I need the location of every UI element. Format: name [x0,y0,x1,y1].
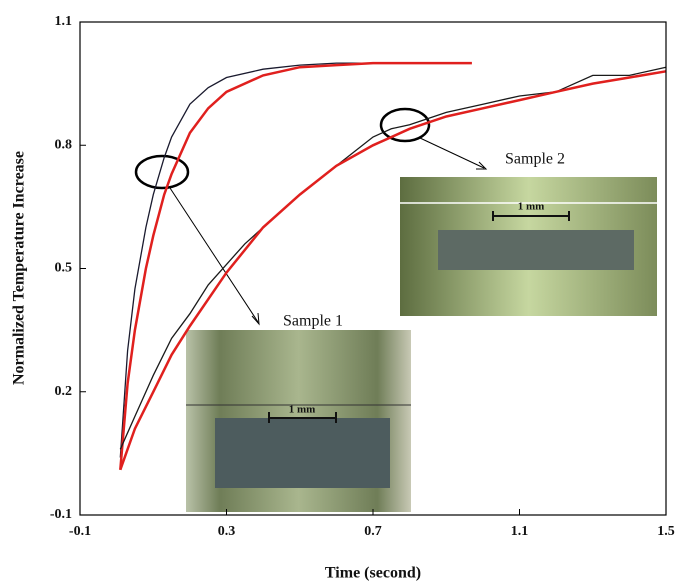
sample-2-photo [400,177,657,316]
annotation: 1 mm [518,201,545,213]
arrow-head [251,312,260,326]
y-tick-label: 0.8 [55,137,73,152]
x-tick-label: 0.7 [364,524,382,539]
y-tick-label: 0.5 [55,261,73,276]
highlight [379,107,431,143]
highlight [134,154,190,190]
annotation: 1 mm [289,404,316,416]
x-tick-label: 1.1 [511,524,529,539]
y-axis-label: Normalized Temperature Increase [11,151,28,385]
line [119,61,472,470]
arrow [419,137,485,169]
x-tick-label: 1.5 [657,524,675,539]
sample-1-photo [186,330,411,512]
annotation: Sample 2 [505,151,565,168]
arrow [169,187,259,323]
y-tick-label: -0.1 [50,507,72,522]
x-axis-label: Time (second) [325,565,421,582]
x-tick-label: 0.3 [218,524,236,539]
x-tick-label: -0.1 [69,524,91,539]
annotation: Sample 1 [283,313,343,330]
y-tick-label: 0.2 [55,384,73,399]
y-tick-label: 1.1 [55,14,73,29]
line [119,70,667,471]
arrow-head [476,161,488,170]
plot-frame [79,21,667,516]
